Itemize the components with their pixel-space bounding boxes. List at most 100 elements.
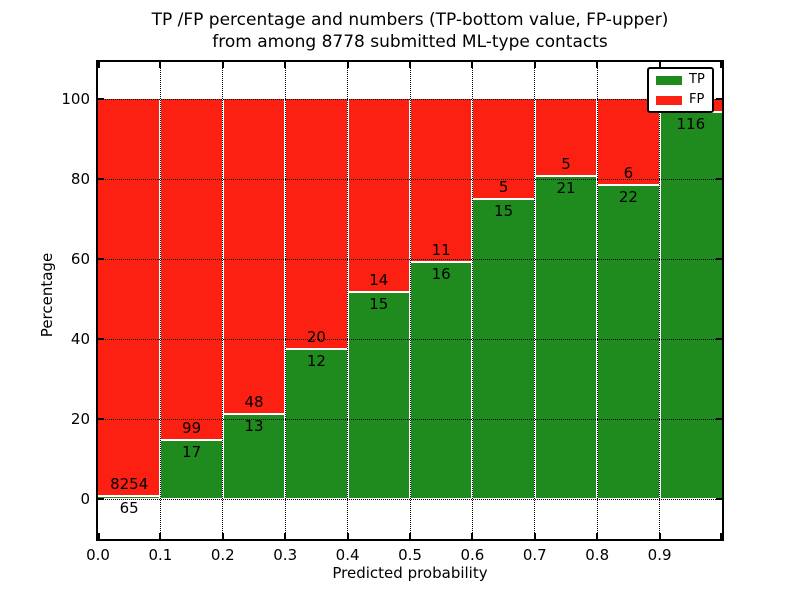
vertical-gridline xyxy=(534,62,536,539)
bar-segment-edge xyxy=(98,494,161,497)
fp-count-label: 5 xyxy=(561,154,571,173)
legend: TP FP xyxy=(647,67,714,113)
fp-bar-segment xyxy=(222,99,286,414)
y-tick-mark xyxy=(98,258,104,260)
fp-count-label: 8254 xyxy=(110,474,149,493)
horizontal-gridline xyxy=(98,98,722,100)
x-tick-mark xyxy=(284,62,287,68)
tp-count-label: 12 xyxy=(306,352,326,370)
y-tick-label: 20 xyxy=(70,410,90,428)
x-tick-mark xyxy=(658,533,661,539)
fp-count-label: 14 xyxy=(369,271,389,290)
tp-bar-segment xyxy=(534,175,598,499)
y-tick-mark xyxy=(716,98,722,100)
chart-title-line1: TP /FP percentage and numbers (TP-bottom… xyxy=(151,10,669,30)
vertical-gridline xyxy=(409,62,411,539)
fp-bar-segment xyxy=(160,99,223,441)
fp-bar-segment xyxy=(410,99,473,262)
vertical-gridline xyxy=(471,62,473,539)
y-tick-label: 80 xyxy=(70,170,90,188)
tp-count-label: 116 xyxy=(676,115,706,134)
fp-bar-segment xyxy=(472,99,535,199)
tp-count-label: 15 xyxy=(369,295,389,314)
x-tick-label: 0.4 xyxy=(335,546,360,564)
tp-bar-segment xyxy=(98,495,161,499)
x-tick-mark xyxy=(533,62,536,68)
fp-count-label: 5 xyxy=(498,178,509,196)
x-tick-label: 0.5 xyxy=(398,546,422,564)
fp-count-label: 99 xyxy=(182,419,202,438)
tp-count-label: 17 xyxy=(182,443,202,462)
horizontal-gridline xyxy=(98,418,722,420)
x-tick-mark xyxy=(221,62,224,68)
x-tick-mark xyxy=(596,62,599,68)
y-tick-mark xyxy=(98,418,104,420)
x-tick-mark xyxy=(159,62,162,68)
horizontal-gridline xyxy=(98,178,722,180)
x-tick-mark xyxy=(471,533,474,539)
fp-count-label: 48 xyxy=(244,392,264,411)
x-tick-mark xyxy=(658,62,661,68)
x-tick-mark xyxy=(98,62,100,68)
x-tick-mark xyxy=(471,62,474,68)
y-tick-label: 60 xyxy=(70,250,90,268)
tp-count-label: 16 xyxy=(431,264,451,283)
x-tick-mark xyxy=(98,533,100,539)
y-tick-mark xyxy=(716,258,722,260)
y-tick-label: 0 xyxy=(80,490,90,508)
horizontal-gridline xyxy=(98,258,722,260)
vertical-gridline xyxy=(659,62,661,539)
fp-count-label: 11 xyxy=(431,240,451,259)
tp-bar-segment xyxy=(285,349,348,499)
legend-swatch-tp-icon xyxy=(656,76,682,85)
bar-segment-edge xyxy=(222,412,286,415)
bar-segment-edge xyxy=(472,198,535,200)
fp-bar-segment xyxy=(98,99,161,496)
y-tick-mark xyxy=(716,338,722,340)
y-tick-mark xyxy=(716,178,722,180)
x-tick-mark xyxy=(284,533,287,539)
y-tick-mark xyxy=(98,98,104,100)
fp-bar-segment xyxy=(597,99,660,185)
x-tick-mark xyxy=(533,533,536,539)
bar-segment-edge xyxy=(160,439,223,442)
legend-label: TP xyxy=(689,72,705,87)
bar-segment-edge xyxy=(597,183,660,186)
tp-bar-segment xyxy=(472,199,535,499)
x-tick-mark xyxy=(346,62,349,68)
x-tick-label: 0.6 xyxy=(460,546,485,564)
fp-bar-segment xyxy=(534,99,598,176)
tp-bar-segment xyxy=(410,261,473,499)
plot-area: 8254 65 99 17 48 13 20 12 14 15 11 16 5 15 5 21 6 22 116 TP… xyxy=(96,60,724,541)
x-tick-mark xyxy=(409,533,411,539)
tp-bar-segment xyxy=(222,413,286,499)
tp-count-label: 15 xyxy=(494,202,514,220)
bar-segment-edge xyxy=(410,260,473,263)
tp-bar-segment xyxy=(659,112,722,499)
vertical-gridline xyxy=(347,62,349,539)
x-tick-mark xyxy=(159,533,162,539)
legend-label: FP xyxy=(689,92,705,107)
x-tick-label: 0.3 xyxy=(273,546,298,564)
bar-segment-edge xyxy=(285,348,348,350)
horizontal-gridline xyxy=(98,338,722,340)
y-tick-mark xyxy=(98,178,104,180)
tp-count-label: 22 xyxy=(618,187,638,206)
fp-bar-segment xyxy=(347,99,410,293)
y-tick-label: 40 xyxy=(70,330,90,348)
x-tick-label: 0.9 xyxy=(647,546,672,564)
tp-count-label: 21 xyxy=(556,178,576,197)
y-tick-mark xyxy=(716,418,722,420)
tp-count-label: 65 xyxy=(119,498,139,517)
x-tick-label: 0.7 xyxy=(522,546,547,564)
x-tick-mark xyxy=(346,533,349,539)
vertical-gridline xyxy=(222,62,224,539)
x-tick-mark xyxy=(221,533,224,539)
x-tick-label: 0.1 xyxy=(148,546,173,564)
tp-count-label: 13 xyxy=(244,416,264,435)
y-tick-mark xyxy=(716,498,722,500)
x-tick-mark xyxy=(596,533,599,539)
x-tick-label: 0.8 xyxy=(585,546,610,564)
horizontal-gridline xyxy=(98,498,722,500)
